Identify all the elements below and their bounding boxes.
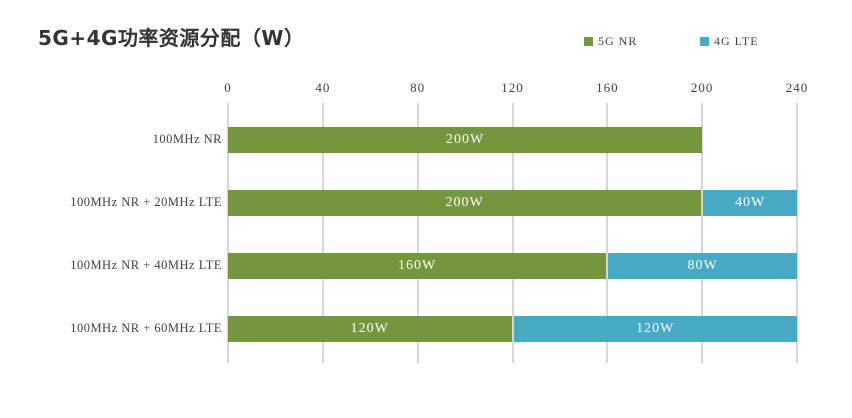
bar-value-label: 200W	[445, 132, 485, 147]
bar-value-label: 200W	[445, 195, 484, 210]
legend-label-5g-nr: 5G NR	[598, 33, 638, 48]
category-label: 100MHz NR + 20MHz LTE	[70, 194, 222, 209]
bar-segment-4g-lte: 40W	[703, 190, 797, 216]
bar-value-label: 120W	[350, 321, 389, 336]
x-axis-tick-label-240: 240	[785, 80, 809, 95]
legend-item-5g-nr: 5G NR	[584, 34, 637, 48]
x-axis-tick-label-200: 200	[690, 80, 714, 95]
gridline-240	[796, 103, 798, 363]
bar-value-label: 80W	[687, 258, 718, 273]
bar-segment-5g-nr: 160W	[228, 253, 607, 279]
gridline-40	[321, 103, 324, 363]
x-axis-tick-label-40: 40	[315, 80, 331, 95]
category-label: 100MHz NR + 40MHz LTE	[70, 257, 222, 272]
x-axis-tick-label-80: 80	[410, 80, 426, 95]
bar-segment-4g-lte: 80W	[608, 253, 797, 279]
gridline-120	[511, 103, 514, 363]
legend-label-4g-lte: 4G LTE	[714, 33, 759, 48]
gridline-160	[606, 103, 609, 363]
bar-segment-4g-lte: 120W	[513, 316, 797, 342]
legend-swatch-5g-nr	[584, 36, 593, 46]
gridline-200	[701, 103, 704, 363]
bar-segment-5g-nr: 120W	[228, 316, 512, 342]
chart-title: 5G+4G功率资源分配（W）	[38, 26, 305, 50]
bar-value-label: 40W	[734, 195, 766, 210]
category-label: 100MHz NR	[152, 131, 222, 146]
legend-swatch-4g-lte	[700, 36, 709, 46]
legend-item-4g-lte: 4G LTE	[700, 34, 759, 48]
bar-value-label: 160W	[398, 258, 437, 273]
x-axis-tick-label-0: 0	[224, 80, 232, 95]
category-label: 100MHz NR + 60MHz LTE	[70, 320, 222, 335]
x-axis-tick-label-160: 160	[596, 80, 619, 95]
bar-segment-5g-nr: 200W	[228, 127, 703, 153]
bar-segment-5g-nr: 200W	[228, 190, 702, 216]
bar-value-label: 120W	[636, 321, 675, 336]
gridline-80	[416, 103, 419, 363]
gridline-0	[227, 103, 229, 363]
x-axis-tick-label-120: 120	[501, 80, 524, 95]
